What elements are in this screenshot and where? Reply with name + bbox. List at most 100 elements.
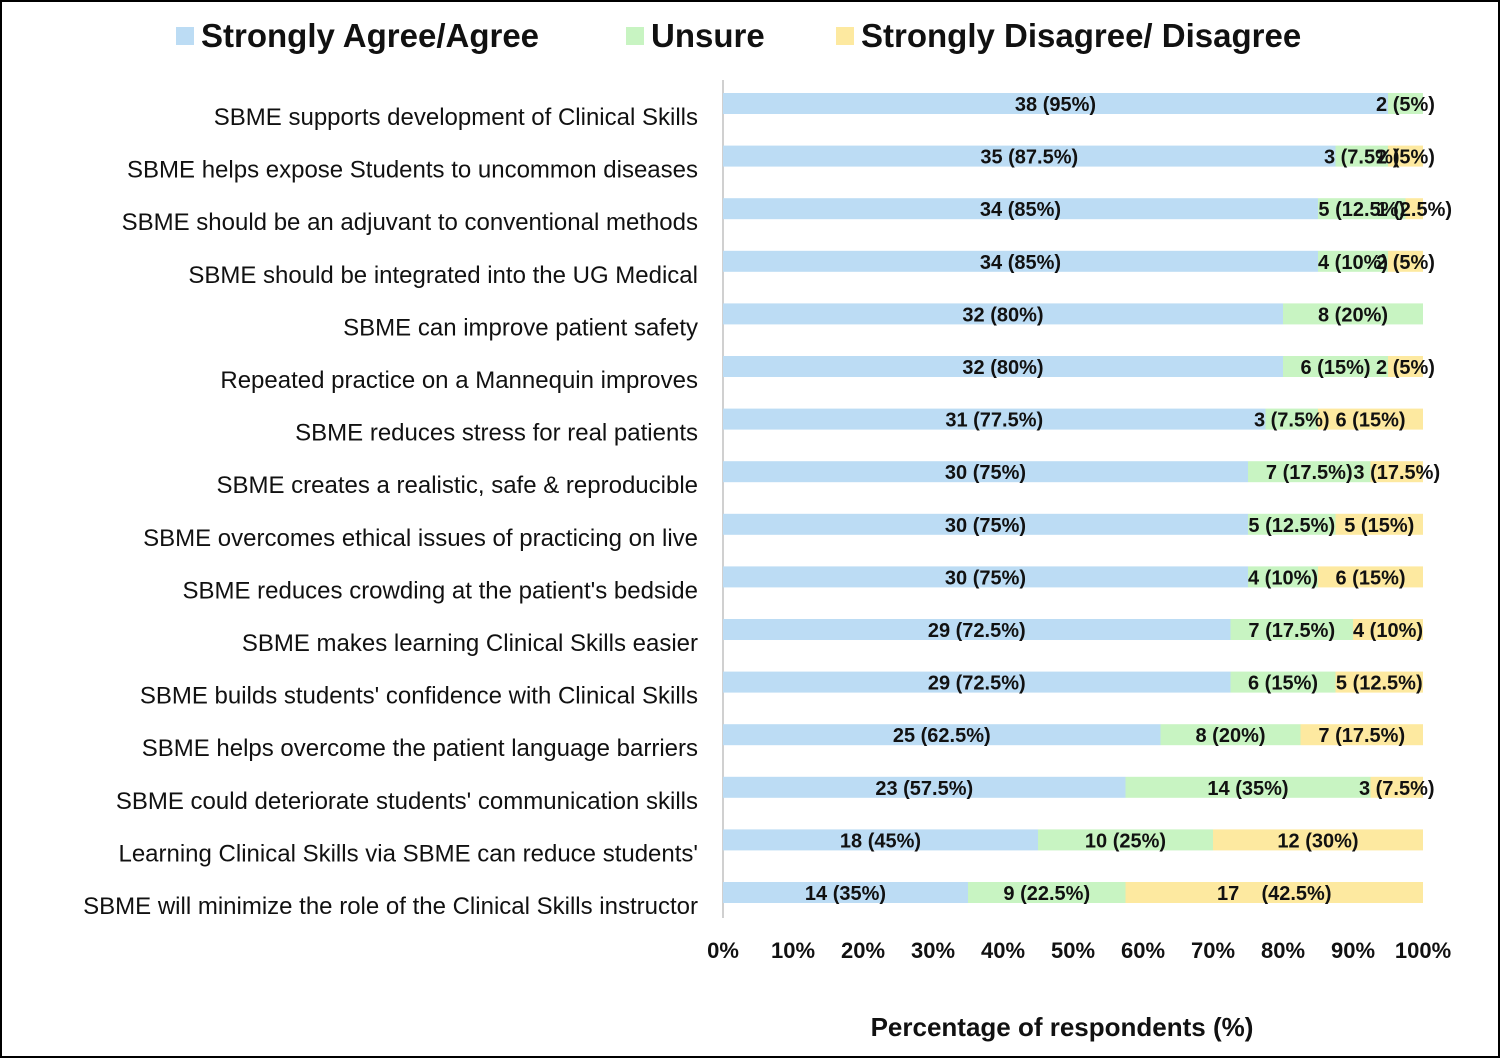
bar-segment (723, 198, 1318, 220)
legend-swatch-0 (176, 27, 194, 45)
legend: Strongly Agree/Agree Unsure Strongly Disag… (176, 17, 1301, 54)
bar-segment (1318, 250, 1388, 272)
bar-segment (1318, 198, 1406, 220)
category-label: SBME supports development of Clinical Sk… (214, 104, 698, 131)
category-label: SBME could deteriorate students' communi… (116, 788, 698, 815)
bar-segment (723, 303, 1283, 325)
bar-segment (968, 882, 1126, 903)
bar-segment (1213, 829, 1423, 851)
data-label: 32 (80%) (962, 304, 1043, 326)
data-label: 29 (72.5%) (928, 673, 1026, 695)
bar-segment (1335, 513, 1423, 535)
bar-segment (1300, 724, 1423, 746)
x-tick-label: 0% (707, 938, 739, 963)
legend-label-0: Strongly Agree/Agree (201, 17, 539, 54)
data-label: 5 (12.5%) (1336, 673, 1423, 695)
x-axis-ticks: 0% 10% 20% 30% 40% 50% 60% 70% 80% 90% 100% (707, 938, 1451, 963)
bar-segment (1370, 776, 1423, 798)
legend-swatch-2 (836, 27, 854, 45)
x-tick-label: 70% (1191, 938, 1235, 963)
data-label: 3 (7.5%) (1359, 778, 1435, 800)
data-label: 7 (17.5%) (1318, 725, 1405, 747)
data-label: 12 (30%) (1277, 830, 1358, 852)
data-label: 3 (7.5%) (1254, 410, 1330, 432)
bar-segment (723, 93, 1388, 114)
bar-segment (1265, 408, 1318, 430)
bar-segment (723, 724, 1161, 746)
data-label: 5 (15%) (1344, 515, 1414, 537)
bar-segment (1038, 829, 1213, 851)
data-label: 38 (95%) (1015, 94, 1096, 116)
data-label: 2 (5%) (1376, 94, 1435, 116)
bar-segment (1160, 724, 1301, 746)
data-label: 30 (75%) (945, 515, 1026, 537)
data-label: 4 (10%) (1353, 620, 1423, 642)
bar-segment (1335, 671, 1423, 693)
data-label: 30 (75%) (945, 462, 1026, 484)
data-label: 6 (15%) (1335, 410, 1405, 432)
bar-segment (1283, 356, 1388, 377)
bar-segment (723, 619, 1231, 640)
bar-segment (1230, 619, 1353, 640)
data-label: 14 (35%) (805, 883, 886, 905)
x-tick-label: 10% (771, 938, 815, 963)
data-label: 7 (17.5%) (1248, 620, 1335, 642)
legend-label-2: Strongly Disagree/ Disagree (861, 17, 1301, 54)
data-label: 1 (2.5%) (1376, 199, 1452, 221)
bar-segment (723, 671, 1231, 693)
bar-segment (1125, 776, 1371, 798)
bar-segment (1230, 671, 1336, 693)
data-label: 6 (15%) (1300, 357, 1370, 379)
data-label: 32 (80%) (962, 357, 1043, 379)
data-label: 6 (15%) (1335, 567, 1405, 589)
x-tick-label: 80% (1261, 938, 1305, 963)
category-label: SBME will minimize the role of the Clini… (83, 893, 698, 920)
bar-segment (723, 408, 1266, 430)
x-axis-title: Percentage of respondents (%) (871, 1012, 1254, 1042)
x-tick-label: 40% (981, 938, 1025, 963)
bar-segment (723, 566, 1248, 588)
category-label: Repeated practice on a Mannequin improve… (220, 367, 698, 394)
bar-segment (723, 356, 1283, 377)
category-labels: SBME supports development of Clinical Sk… (83, 104, 698, 920)
data-label: 3 (7.5%) (1324, 147, 1400, 169)
category-label: Learning Clinical Skills via SBME can re… (118, 840, 698, 867)
bar-segment (723, 461, 1248, 483)
bar-segment (723, 776, 1126, 798)
bar-segment (723, 882, 968, 903)
category-label: SBME should be integrated into the UG Me… (188, 262, 698, 289)
legend-label-1: Unsure (651, 17, 765, 54)
category-label: SBME makes learning Clinical Skills easi… (242, 630, 698, 657)
data-label: 2 (5%) (1376, 252, 1435, 274)
data-label: 4 (10%) (1248, 567, 1318, 589)
data-label: 30 (75%) (945, 567, 1026, 589)
data-label: 35 (87.5%) (980, 147, 1078, 169)
x-tick-label: 100% (1395, 938, 1451, 963)
bar-segment (1370, 461, 1423, 483)
category-label: SBME helps expose Students to uncommon d… (127, 157, 698, 184)
bar-segment (1283, 303, 1423, 325)
data-label: 14 (35%) (1207, 778, 1288, 800)
bar-segment (1388, 356, 1423, 377)
data-label: 34 (85%) (980, 199, 1061, 221)
bar-segment (1248, 566, 1318, 588)
data-label: 5 (12.5%) (1318, 199, 1405, 221)
data-label: 3 (17.5%) (1353, 462, 1440, 484)
bar-segment (1248, 513, 1336, 535)
category-label: SBME creates a realistic, safe & reprodu… (216, 472, 698, 499)
data-label: 17 (42.5%) (1217, 883, 1332, 905)
data-label: 23 (57.5%) (875, 778, 973, 800)
bar-segment (723, 829, 1038, 851)
bar-segment (723, 250, 1318, 272)
legend-swatch-1 (626, 27, 644, 45)
category-label: SBME helps overcome the patient language… (142, 735, 698, 762)
bars: 38 (95%) 2 (5%) 35 (87.5%) 3 (7.5%) 2 (5%) 34… (723, 93, 1452, 905)
data-label: 34 (85%) (980, 252, 1061, 274)
bar-segment (1388, 250, 1423, 272)
bar-segment (1335, 145, 1388, 167)
bar-segment (1388, 145, 1423, 167)
bar-segment (1353, 619, 1423, 640)
bar-segment (1318, 408, 1423, 430)
data-label: 25 (62.5%) (893, 725, 991, 747)
